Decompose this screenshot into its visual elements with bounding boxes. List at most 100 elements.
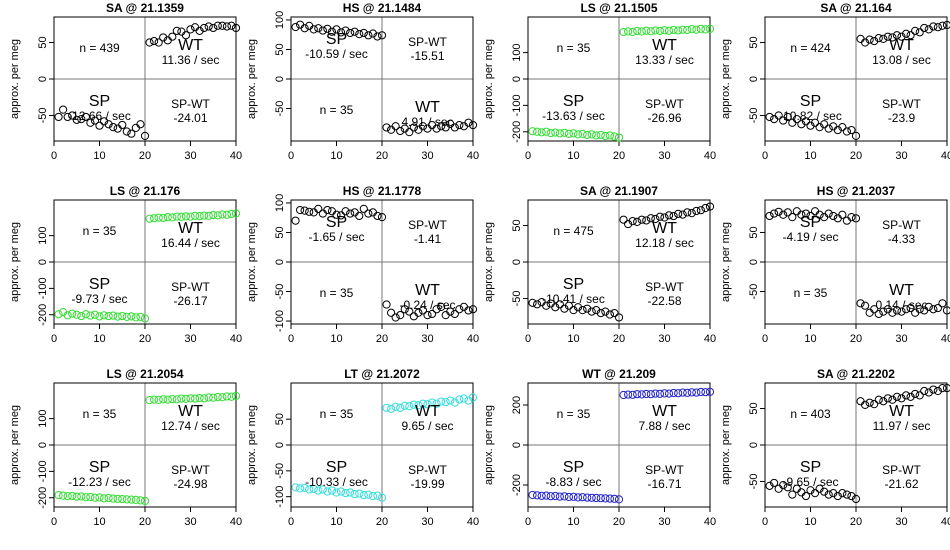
sp-label: SP: [800, 93, 821, 110]
data-point: [528, 490, 537, 500]
data-point: [619, 390, 628, 400]
data-point: [847, 125, 856, 135]
data-point: [159, 33, 168, 42]
data-point: [587, 307, 596, 316]
data-point: [405, 307, 414, 316]
data-point: [642, 26, 651, 35]
y-tick-label: -50: [274, 463, 286, 479]
data-point: [414, 401, 423, 410]
n-count-label: n = 35: [320, 286, 354, 300]
sp-label: SP: [326, 459, 347, 476]
x-tick-label: 20: [376, 516, 388, 528]
data-point: [382, 403, 391, 412]
sp-rate-label: -10.41 / sec: [542, 292, 605, 306]
data-point: [810, 489, 820, 498]
data-point: [765, 112, 774, 122]
data-point: [692, 388, 701, 397]
y-axis-label: approx. per meg: [720, 39, 732, 119]
data-point: [81, 112, 90, 122]
data-point: [350, 27, 359, 36]
data-point: [332, 210, 341, 219]
data-point: [528, 127, 537, 136]
data-point: [468, 120, 478, 130]
data-point: [674, 26, 683, 35]
data-point: [86, 492, 95, 502]
data-point: [779, 210, 788, 219]
data-point: [674, 389, 683, 398]
data-point: [879, 34, 888, 43]
data-point: [145, 38, 154, 47]
data-point: [163, 395, 172, 404]
data-point: [63, 311, 72, 320]
y-tick-label: -100: [37, 277, 49, 299]
data-point: [601, 494, 610, 503]
x-tick-label: 10: [93, 150, 105, 162]
data-point: [655, 212, 665, 221]
panel-2: HS @ 21.1484 0 10 20 30 40 -50 0 50 100 approx. pe…: [246, 1, 479, 162]
data-point: [81, 493, 90, 502]
data-point: [564, 492, 574, 502]
data-point: [578, 129, 587, 138]
data-point: [200, 394, 209, 403]
chart-title: HS @ 21.2037: [817, 184, 896, 198]
wt-rate-label: -0.24 / sec: [399, 298, 455, 312]
data-point: [218, 210, 227, 219]
data-point: [418, 306, 428, 315]
data-point: [592, 493, 601, 503]
data-point: [806, 121, 815, 130]
data-point: [346, 28, 355, 38]
data-point: [610, 494, 619, 503]
x-tick-label: 10: [330, 333, 342, 345]
data-point: [806, 211, 815, 221]
diff-label: SP-WT: [882, 97, 921, 111]
data-point: [892, 306, 902, 315]
y-axis-label: approx. per meg: [483, 39, 495, 119]
data-point: [450, 309, 459, 319]
data-point: [669, 211, 678, 221]
data-point: [806, 486, 815, 495]
data-point: [181, 31, 191, 40]
x-tick-label: 20: [850, 333, 862, 345]
chart-title: HS @ 21.1778: [343, 184, 422, 198]
wt-rate-label: 13.33 / sec: [635, 53, 694, 67]
wt-label: WT: [889, 37, 914, 54]
data-point: [829, 489, 838, 498]
data-point: [892, 31, 902, 40]
data-point: [879, 307, 888, 316]
data-point: [906, 392, 915, 401]
data-point: [610, 308, 619, 318]
n-count-label: n = 35: [557, 41, 591, 55]
data-point: [542, 127, 551, 136]
data-point: [172, 212, 181, 221]
data-point: [701, 388, 710, 397]
y-tick-label: -50: [274, 284, 286, 300]
data-point: [551, 128, 560, 137]
data-point: [560, 128, 569, 137]
data-point: [227, 392, 236, 401]
data-point: [231, 209, 241, 218]
data-point: [801, 209, 811, 218]
data-point: [820, 487, 829, 496]
data-point: [901, 391, 911, 400]
data-point: [847, 213, 856, 222]
sp-label: SP: [800, 459, 821, 476]
data-point: [942, 20, 950, 30]
data-point: [468, 393, 478, 402]
panel-8: HS @ 21.2037 0 10 20 30 40 -50 0 50 approx. per m…: [720, 184, 950, 345]
data-point: [533, 491, 542, 500]
data-point: [104, 120, 113, 129]
data-point: [59, 105, 68, 114]
data-point: [437, 397, 446, 406]
data-point: [906, 303, 915, 313]
diff-label: SP-WT: [408, 35, 447, 49]
data-point: [774, 207, 783, 216]
chart-title: SA @ 21.1907: [580, 184, 658, 198]
y-tick-label: 50: [748, 36, 760, 48]
data-point: [186, 212, 195, 221]
data-point: [140, 131, 150, 140]
data-point: [314, 204, 323, 213]
data-point: [660, 213, 669, 222]
sp-rate-label: -4.19 / sec: [782, 230, 838, 244]
sp-rate-label: -9.65 / sec: [782, 475, 838, 489]
x-tick-label: 40: [941, 333, 950, 345]
